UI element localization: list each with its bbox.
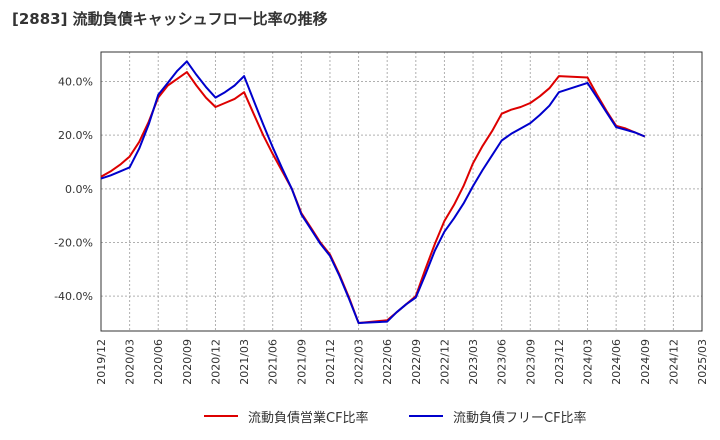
chart-legend: 流動負債営業CF比率 流動負債フリーCF比率 [0, 404, 720, 428]
x-tick-label: 2021/12 [324, 339, 337, 385]
chart-title: [2883] 流動負債キャッシュフロー比率の推移 [12, 10, 328, 28]
series-line-free-cf [100, 60, 646, 324]
y-tick-label: 0.0% [65, 183, 93, 196]
x-tick-label: 2021/09 [295, 339, 308, 385]
y-tick-label: 20.0% [58, 129, 93, 142]
legend-label-free-cf: 流動負債フリーCF比率 [453, 410, 587, 426]
legend-swatch-operating-cf [204, 415, 238, 417]
legend-label-operating-cf: 流動負債営業CF比率 [248, 410, 369, 426]
x-tick-label: 2019/12 [95, 339, 108, 385]
legend-swatch-free-cf [409, 415, 443, 417]
x-tick-label: 2021/03 [238, 339, 251, 385]
y-tick-label: -40.0% [54, 290, 93, 303]
x-tick-label: 2020/12 [209, 339, 222, 385]
x-tick-label: 2023/06 [496, 339, 509, 385]
legend-item-free-cf: 流動負債フリーCF比率 [409, 404, 587, 428]
x-tick-label: 2023/03 [467, 339, 480, 385]
plot-frame [100, 51, 703, 332]
x-tick-label: 2020/03 [124, 339, 137, 385]
x-tick-label: 2020/09 [181, 339, 194, 385]
x-tick-label: 2022/09 [410, 339, 423, 385]
x-tick-label: 2022/03 [353, 339, 366, 385]
x-tick-label: 2025/03 [696, 339, 709, 385]
x-tick-label: 2023/12 [553, 339, 566, 385]
x-tick-label: 2021/06 [267, 339, 280, 385]
x-tick-label: 2022/06 [381, 339, 394, 385]
y-tick-label: 40.0% [58, 76, 93, 89]
x-tick-label: 2024/03 [582, 339, 595, 385]
series-line-operating-cf [100, 71, 646, 324]
x-tick-label: 2020/06 [152, 339, 165, 385]
x-tick-label: 2022/12 [438, 339, 451, 385]
x-tick-label: 2024/06 [610, 339, 623, 385]
legend-item-operating-cf: 流動負債営業CF比率 [204, 404, 369, 428]
x-tick-label: 2024/12 [667, 339, 680, 385]
x-tick-label: 2023/09 [524, 339, 537, 385]
x-tick-label: 2024/09 [639, 339, 652, 385]
y-tick-label: -20.0% [54, 236, 93, 249]
